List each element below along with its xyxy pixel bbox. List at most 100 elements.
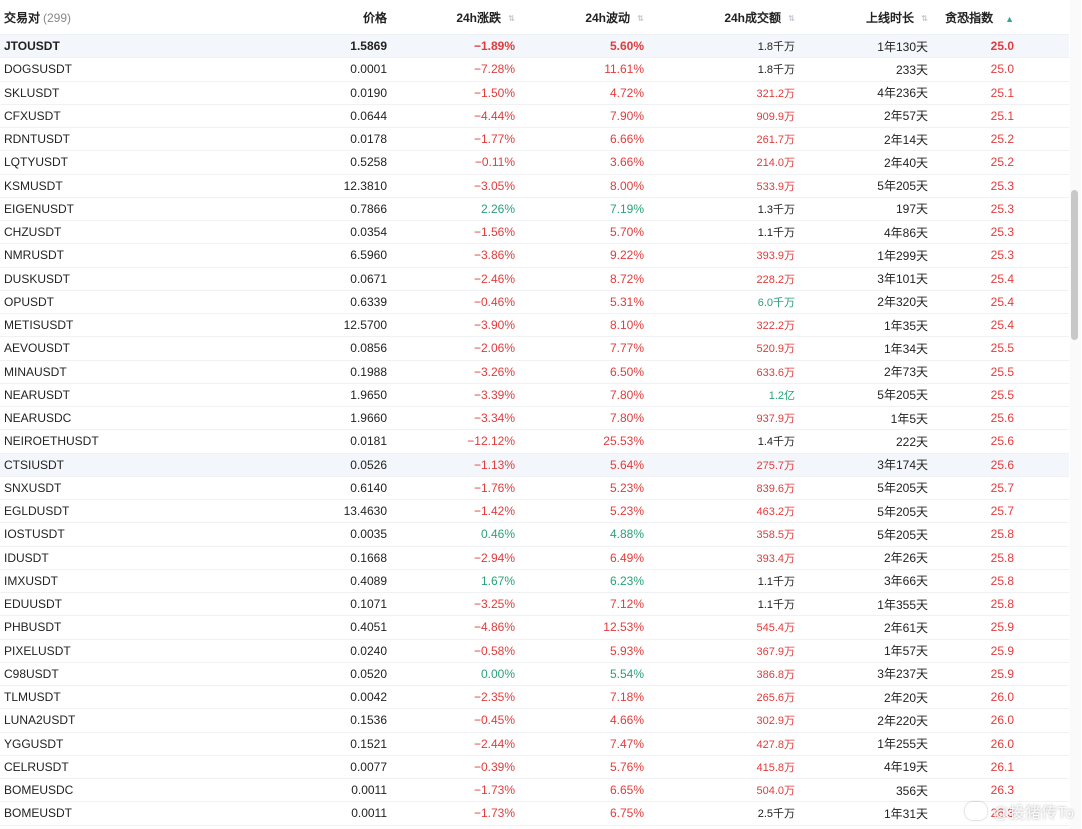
header-price[interactable]: 价格 — [230, 9, 387, 26]
table-row[interactable]: CFXUSDT 0.0644 −4.44% 7.90% 909.9万 2年57天 25.1 — [0, 105, 1069, 128]
table-row[interactable]: BOMEUSDC 0.0011 −1.73% 6.65% 504.0万 356天 26.3 — [0, 779, 1069, 803]
fear-greed-value: 25.6 — [990, 457, 1014, 472]
fear-greed-value: 26.0 — [990, 690, 1014, 705]
price-value: 0.0520 — [350, 666, 387, 681]
table-row[interactable]: NMRUSDT 6.5960 −3.86% 9.22% 393.9万 1年299天 25.3 — [0, 244, 1069, 268]
table-row[interactable]: IDUSDT 0.1668 −2.94% 6.49% 393.4万 2年26天 25.8 — [0, 547, 1069, 570]
table-row[interactable]: OPUSDT 0.6339 −0.46% 5.31% 6.0千万 2年320天 25.4 — [0, 291, 1069, 314]
table-row[interactable]: TLMUSDT 0.0042 −2.35% 7.18% 265.6万 2年20天 26.0 — [0, 686, 1069, 710]
volatility-value: 6.50% — [609, 364, 644, 379]
table-row[interactable]: EGLDUSDT 13.4630 −1.42% 5.23% 463.2万 5年205天 25… — [0, 500, 1069, 524]
age-value: 2年220天 — [877, 713, 928, 728]
age-value: 356天 — [895, 783, 928, 798]
change-value: −1.13% — [473, 457, 515, 472]
fear-greed-value: 26.0 — [990, 736, 1014, 751]
header-fear-greed-label: 贪恐指数 — [945, 10, 994, 25]
volatility-value: 7.47% — [609, 736, 644, 751]
change-value: −2.46% — [473, 271, 515, 286]
table-row[interactable]: JTOUSDT 1.5869 −1.89% 5.60% 1.8千万 1年130天 25.0 — [0, 35, 1069, 59]
header-volume[interactable]: 24h成交额 ⇅ — [644, 9, 795, 26]
age-value: 222天 — [895, 434, 928, 449]
header-change[interactable]: 24h涨跌 ⇅ — [387, 9, 515, 26]
volatility-value: 5.70% — [609, 225, 644, 240]
table-row[interactable]: IOSTUSDT 0.0035 0.46% 4.88% 358.5万 5年205天 25.8 — [0, 523, 1069, 547]
volume-value: 302.9万 — [756, 715, 795, 728]
age-value: 2年20天 — [883, 690, 928, 705]
price-value: 0.0644 — [350, 108, 387, 123]
change-value: 1.67% — [480, 573, 515, 588]
table-row[interactable]: PIXELUSDT 0.0240 −0.58% 5.93% 367.9万 1年57天 25.… — [0, 640, 1069, 663]
table-row[interactable]: KSMUSDT 12.3810 −3.05% 8.00% 533.9万 5年205天 25.… — [0, 175, 1069, 198]
scrollbar-thumb[interactable] — [1071, 190, 1078, 340]
header-pair[interactable]: 交易对 (299) — [0, 9, 230, 26]
change-value: −12.12% — [467, 434, 515, 449]
change-value: 0.46% — [480, 527, 515, 542]
price-value: 0.4089 — [350, 573, 387, 588]
header-fear-greed[interactable]: 贪恐指数 ▲ — [928, 9, 1014, 26]
change-value: −1.73% — [473, 783, 515, 798]
volatility-value: 8.00% — [609, 178, 644, 193]
age-value: 2年40天 — [883, 155, 928, 170]
table-row[interactable]: NEARUSDT 1.9650 −3.39% 7.80% 1.2亿 5年205天 25.5 — [0, 384, 1069, 407]
price-value: 0.1071 — [350, 597, 387, 612]
table-row[interactable]: SNXUSDT 0.6140 −1.76% 5.23% 839.6万 5年205天 25.7 — [0, 477, 1069, 500]
volatility-value: 7.80% — [609, 387, 644, 402]
price-value: 0.1536 — [350, 713, 387, 728]
fear-greed-value: 25.0 — [990, 39, 1014, 54]
price-value: 1.9650 — [350, 387, 387, 402]
price-value: 0.0035 — [350, 527, 387, 542]
age-value: 1年130天 — [877, 39, 928, 54]
table-row[interactable]: PHBUSDT 0.4051 −4.86% 12.53% 545.4万 2年61天 25.9 — [0, 616, 1069, 640]
volume-value: 261.7万 — [756, 134, 795, 147]
table-row[interactable]: EIGENUSDT 0.7866 2.26% 7.19% 1.3千万 197天 25.3 — [0, 198, 1069, 221]
table-row[interactable]: LUNA2USDT 0.1536 −0.45% 4.66% 302.9万 2年220天 26… — [0, 709, 1069, 733]
fear-greed-value: 25.4 — [990, 318, 1014, 333]
age-value: 4年19天 — [883, 760, 928, 775]
table-row[interactable]: SKLUSDT 0.0190 −1.50% 4.72% 321.2万 4年236天 25.1 — [0, 82, 1069, 105]
fear-greed-value: 25.1 — [990, 108, 1014, 123]
volume-value: 1.2亿 — [768, 389, 795, 402]
change-value: −0.58% — [473, 643, 515, 658]
change-value: −3.05% — [473, 178, 515, 193]
table-row[interactable]: NEIROETHUSDT 0.0181 −12.12% 25.53% 1.4千万 222天… — [0, 430, 1069, 454]
age-value: 2年61天 — [883, 620, 928, 635]
table-row[interactable]: BOMEUSDT 0.0011 −1.73% 6.75% 2.5千万 1年31天 26.3 — [0, 802, 1069, 826]
volume-value: 2.5千万 — [757, 808, 795, 821]
pair-name: CHZUSDT — [4, 225, 62, 240]
table-row[interactable]: CTSIUSDT 0.0526 −1.13% 5.64% 275.7万 3年174天 25.… — [0, 453, 1069, 477]
header-age[interactable]: 上线时长 ⇅ — [795, 9, 928, 26]
pair-name: KSMUSDT — [4, 178, 63, 193]
volume-value: 214.0万 — [756, 157, 795, 170]
table-row[interactable]: DOGSUSDT 0.0001 −7.28% 11.61% 1.8千万 233天 25.0 — [0, 58, 1069, 82]
change-value: 2.26% — [480, 201, 515, 216]
table-row[interactable]: CELRUSDT 0.0077 −0.39% 5.76% 415.8万 4年19天 26.1 — [0, 756, 1069, 779]
table-row[interactable]: IMXUSDT 0.4089 1.67% 6.23% 1.1千万 3年66天 25.8 — [0, 570, 1069, 593]
fear-greed-value: 25.7 — [990, 480, 1014, 495]
table-row[interactable]: RDNTUSDT 0.0178 −1.77% 6.66% 261.7万 2年14天 25.2 — [0, 128, 1069, 152]
table-row[interactable]: MINAUSDT 0.1988 −3.26% 6.50% 633.6万 2年73天 25.5 — [0, 361, 1069, 384]
volatility-value: 5.93% — [609, 643, 644, 658]
age-value: 1年34天 — [883, 341, 928, 356]
price-value: 0.0011 — [351, 806, 387, 821]
header-volatility[interactable]: 24h波动 ⇅ — [515, 9, 644, 26]
fear-greed-value: 26.0 — [990, 713, 1014, 728]
table-row[interactable]: CHZUSDT 0.0354 −1.56% 5.70% 1.1千万 4年86天 25.3 — [0, 221, 1069, 245]
table-row[interactable]: NEARUSDC 1.9660 −3.34% 7.80% 937.9万 1年5天 25.6 — [0, 407, 1069, 431]
table-row[interactable]: DUSKUSDT 0.0671 −2.46% 8.72% 228.2万 3年101天 25.… — [0, 268, 1069, 291]
wechat-icon — [964, 802, 987, 820]
watermark: @投猪传To — [964, 799, 1074, 823]
volume-value: 1.1千万 — [757, 227, 795, 240]
fear-greed-value: 25.5 — [990, 364, 1014, 379]
table-row[interactable]: C98USDT 0.0520 0.00% 5.54% 386.8万 3年237天 25.9 — [0, 663, 1069, 686]
table-row[interactable]: EDUUSDT 0.1071 −3.25% 7.12% 1.1千万 1年355天 25.8 — [0, 593, 1069, 617]
table-row[interactable]: METISUSDT 12.5700 −3.90% 8.10% 322.2万 1年35天 25… — [0, 314, 1069, 338]
fear-greed-value: 25.8 — [990, 597, 1014, 612]
table-row[interactable]: AEVOUSDT 0.0856 −2.06% 7.77% 520.9万 1年34天 25.5 — [0, 337, 1069, 361]
table-row[interactable]: YGGUSDT 0.1521 −2.44% 7.47% 427.8万 1年255天 26.0 — [0, 733, 1069, 756]
table-row[interactable]: LQTYUSDT 0.5258 −0.11% 3.66% 214.0万 2年40天 25.2 — [0, 151, 1069, 175]
pair-name: CTSIUSDT — [4, 457, 64, 472]
price-value: 0.6140 — [350, 480, 387, 495]
fear-greed-value: 25.4 — [990, 271, 1014, 286]
pair-name: IMXUSDT — [4, 573, 58, 588]
scrollbar-track[interactable] — [1070, 0, 1081, 829]
